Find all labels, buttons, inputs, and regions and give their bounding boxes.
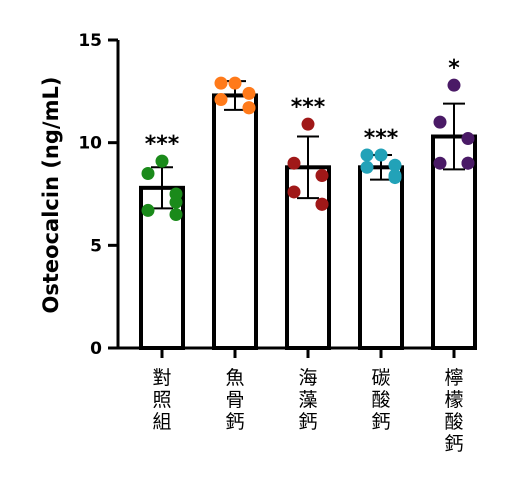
point-3-0 [374,148,388,162]
y-tick-label-10: 10 [78,134,102,154]
significance-label-4: * [448,56,460,81]
y-tick-label-15: 15 [78,31,102,51]
point-1-1 [214,76,228,90]
x-tick-label-2: 海藻鈣 [298,367,317,433]
point-2-3 [287,185,301,199]
point-3-3 [360,160,374,174]
y-tick-label-0: 0 [90,339,102,359]
points-layer [141,76,475,222]
y-tick-label-5: 5 [90,236,102,256]
point-0-4 [169,195,183,209]
point-4-5 [461,156,475,170]
point-4-0 [447,78,461,92]
bar-3 [358,165,404,350]
x-tick-label-1: 魚骨鈣 [225,367,244,433]
point-4-3 [433,156,447,170]
point-0-1 [141,166,155,180]
point-3-1 [360,148,374,162]
x-tick-label-4: 檸檬酸鈣 [444,367,463,455]
x-tick-label-0: 對照組 [152,367,171,433]
point-1-0 [228,76,242,90]
point-2-2 [315,169,329,183]
bar-1 [212,93,258,350]
axes-layer: 0 5 10 15 [78,31,470,359]
point-1-5 [242,101,256,115]
significance-label-0: *** [145,132,180,157]
point-0-3 [141,203,155,217]
point-3-5 [388,171,402,185]
point-1-2 [242,86,256,100]
x-tick-label-3: 碳酸鈣 [371,367,390,433]
point-0-0 [155,154,169,168]
point-4-2 [461,132,475,146]
significance-label-3: *** [364,126,399,151]
point-4-1 [433,115,447,129]
significance-label-2: *** [291,95,326,120]
point-1-3 [214,93,228,107]
point-2-0 [301,117,315,131]
point-3-2 [388,158,402,172]
point-2-1 [287,156,301,170]
point-2-5 [315,197,329,211]
y-axis-label: Osteocalcin (ng/mL) [39,77,63,314]
point-0-5 [169,208,183,222]
bars-layer [139,93,477,350]
